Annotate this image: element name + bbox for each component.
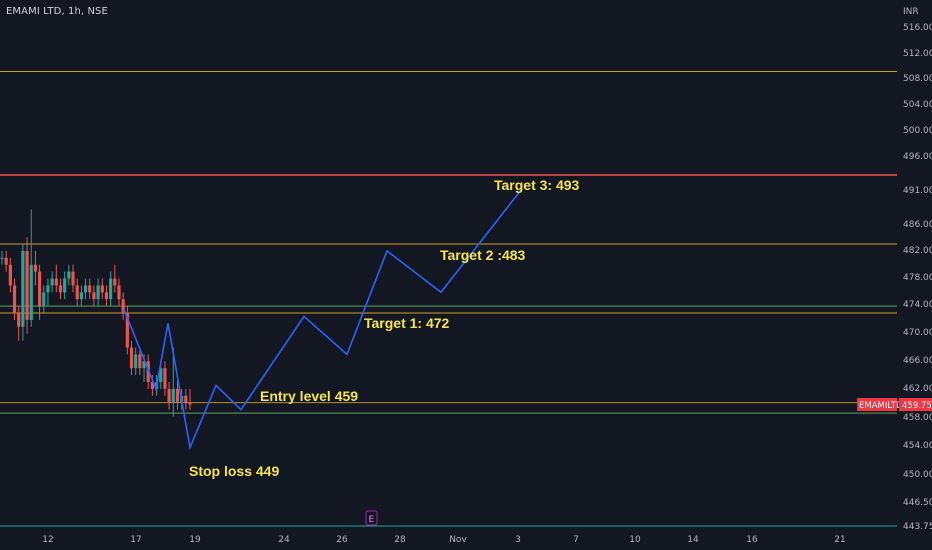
price-tick-10: 474.00 xyxy=(903,300,932,310)
candle-body-1 xyxy=(4,257,8,265)
price-tick-3: 504.00 xyxy=(903,100,932,110)
candle-body-7 xyxy=(29,264,33,320)
time-tick-3: 24 xyxy=(278,535,290,545)
time-tick-0: 12 xyxy=(42,535,53,545)
time-axis[interactable]: 12 17 19 24 26 28 Nov 3 7 10 14 16 21 xyxy=(42,535,845,545)
candle-body-17 xyxy=(71,271,75,286)
candle-body-32 xyxy=(134,354,138,369)
entry-label: Entry level 459 xyxy=(260,388,358,404)
candle-body-15 xyxy=(63,278,67,293)
price-tick-7: 486.00 xyxy=(903,220,932,230)
candle-body-4 xyxy=(17,313,21,327)
candle-body-2 xyxy=(8,264,12,286)
price-tick-4: 500.00 xyxy=(903,126,932,136)
candle-body-33 xyxy=(138,354,142,369)
price-tick-8: 482.00 xyxy=(903,246,932,256)
time-tick-7: 3 xyxy=(515,535,521,545)
price-tick-6: 491.00 xyxy=(903,186,932,196)
candle-body-21 xyxy=(88,285,92,293)
candle-body-20 xyxy=(83,285,88,293)
time-tick-1: 17 xyxy=(130,535,141,545)
earnings-marker-icon[interactable] xyxy=(365,510,378,526)
candle-body-45 xyxy=(188,402,192,405)
candle-body-44 xyxy=(184,395,188,403)
candle-body-13 xyxy=(54,278,58,286)
candle-body-14 xyxy=(58,285,63,293)
horizontal-levels xyxy=(0,71,897,527)
candle-body-22 xyxy=(92,292,96,300)
last-price-badge-bg xyxy=(899,398,932,411)
price-tick-17: 446.50 xyxy=(903,498,932,508)
candle-body-40 xyxy=(167,388,171,403)
price-tick-0: 516.00 xyxy=(903,23,932,33)
currency-label: INR xyxy=(903,7,919,17)
price-tick-16: 450.00 xyxy=(903,470,932,480)
price-axis[interactable]: INR 516.00 512.00 508.00 504.00 500.00 496.00… xyxy=(857,7,932,532)
price-tick-2: 508.00 xyxy=(903,74,932,84)
time-tick-8: 7 xyxy=(573,535,579,545)
candle-body-10 xyxy=(42,292,46,307)
candle-body-29 xyxy=(121,299,125,313)
earnings-marker-label: E xyxy=(369,515,375,525)
candle-body-0 xyxy=(0,257,4,259)
target1-label: Target 1: 472 xyxy=(364,315,450,331)
candle-body-36 xyxy=(150,382,154,389)
candle-body-16 xyxy=(67,271,71,279)
time-tick-6: Nov xyxy=(449,535,467,545)
candle-body-38 xyxy=(159,368,163,382)
candle-body-42 xyxy=(175,388,180,403)
candles xyxy=(0,209,192,417)
candle-body-34 xyxy=(142,361,146,369)
time-tick-5: 28 xyxy=(394,535,406,545)
stoploss-label: Stop loss 449 xyxy=(189,463,279,479)
symbol-title: EMAMI LTD, 1h, NSE xyxy=(6,6,108,17)
time-tick-11: 16 xyxy=(746,535,758,545)
candle-body-27 xyxy=(113,278,117,286)
projection-line xyxy=(123,188,523,451)
target3-label: Target 3: 493 xyxy=(494,177,580,193)
candle-body-39 xyxy=(163,368,167,389)
candle-body-24 xyxy=(100,285,104,293)
candle-body-11 xyxy=(46,285,50,293)
target2-label: Target 2 :483 xyxy=(440,247,526,263)
candle-body-30 xyxy=(125,313,129,348)
candle-body-3 xyxy=(12,285,17,313)
candle-body-25 xyxy=(104,292,109,300)
price-tick-1: 512.00 xyxy=(903,49,932,59)
candle-body-26 xyxy=(109,278,113,300)
time-tick-2: 19 xyxy=(189,535,201,545)
last-price-badge: 459.75 xyxy=(902,401,932,411)
price-tick-9: 478.00 xyxy=(903,273,932,283)
time-tick-12: 21 xyxy=(834,535,845,545)
candle-body-18 xyxy=(75,285,79,300)
candle-body-9 xyxy=(38,271,42,307)
candle-body-12 xyxy=(50,278,54,286)
time-tick-4: 26 xyxy=(336,535,348,545)
symbol-badge: EMAMILTD xyxy=(859,401,903,411)
projection-path xyxy=(123,188,523,451)
candle-body-5 xyxy=(21,250,25,327)
candle-body-41 xyxy=(171,388,175,403)
price-tick-18: 443.75 xyxy=(903,522,932,532)
time-tick-10: 14 xyxy=(687,535,699,545)
candle-body-6 xyxy=(25,250,29,320)
candle-body-23 xyxy=(96,285,100,300)
price-tick-11: 470.00 xyxy=(903,328,932,338)
symbol-badge-bg xyxy=(857,398,897,411)
candle-body-19 xyxy=(79,292,83,300)
price-tick-13: 462.00 xyxy=(903,384,932,394)
price-tick-14: 458.00 xyxy=(903,413,932,423)
candle-body-31 xyxy=(129,347,134,369)
candle-body-8 xyxy=(33,264,38,272)
price-tick-15: 454.00 xyxy=(903,441,932,451)
time-tick-9: 10 xyxy=(629,535,641,545)
price-tick-12: 466.00 xyxy=(903,356,932,366)
price-tick-5: 496.00 xyxy=(903,152,932,162)
candle-body-28 xyxy=(117,285,121,300)
